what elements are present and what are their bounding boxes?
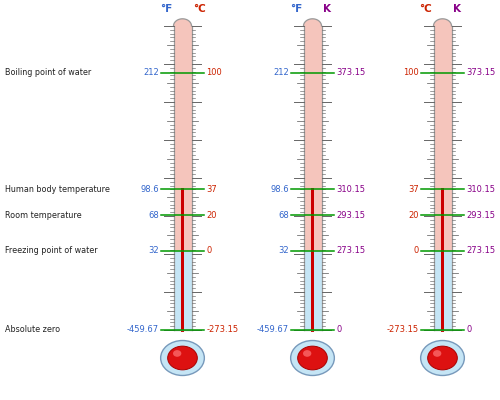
Bar <box>174 251 192 330</box>
Wedge shape <box>174 19 192 26</box>
Text: 68: 68 <box>148 211 159 220</box>
Bar <box>311 188 314 332</box>
Text: 20: 20 <box>206 211 216 220</box>
Wedge shape <box>304 19 322 26</box>
Circle shape <box>298 346 328 370</box>
Text: °F: °F <box>290 4 302 14</box>
Text: 373.15: 373.15 <box>336 68 366 77</box>
Text: K: K <box>323 4 331 14</box>
Circle shape <box>160 340 204 376</box>
Text: 212: 212 <box>273 68 289 77</box>
Text: 273.15: 273.15 <box>336 246 366 255</box>
Bar <box>181 188 184 332</box>
Circle shape <box>420 340 465 376</box>
Text: °C: °C <box>193 4 206 14</box>
Bar <box>304 26 322 251</box>
Text: 212: 212 <box>143 68 159 77</box>
Text: 373.15: 373.15 <box>466 68 496 77</box>
Circle shape <box>303 350 312 357</box>
Text: 0: 0 <box>206 246 212 255</box>
Text: Freezing point of water: Freezing point of water <box>5 246 98 255</box>
Bar <box>434 26 452 251</box>
Text: 98.6: 98.6 <box>270 185 289 194</box>
Text: 32: 32 <box>278 246 289 255</box>
Text: 37: 37 <box>206 185 217 194</box>
Text: -273.15: -273.15 <box>206 326 238 334</box>
Text: Boiling point of water: Boiling point of water <box>5 68 91 77</box>
Bar <box>434 251 452 330</box>
Text: 310.15: 310.15 <box>336 185 365 194</box>
Circle shape <box>433 350 442 357</box>
Text: 0: 0 <box>414 246 419 255</box>
Circle shape <box>290 340 335 376</box>
Text: Human body temperature: Human body temperature <box>5 185 110 194</box>
Text: Room temperature: Room temperature <box>5 211 82 220</box>
Text: Absolute zero: Absolute zero <box>5 326 60 334</box>
Bar <box>174 26 192 251</box>
Circle shape <box>168 346 198 370</box>
Text: 20: 20 <box>408 211 419 220</box>
Text: -459.67: -459.67 <box>256 326 289 334</box>
Text: 0: 0 <box>336 326 342 334</box>
Bar <box>304 251 322 330</box>
Text: 100: 100 <box>206 68 222 77</box>
Text: -459.67: -459.67 <box>126 326 159 334</box>
Bar <box>441 188 444 332</box>
Text: K: K <box>453 4 461 14</box>
Text: 293.15: 293.15 <box>336 211 365 220</box>
Text: 68: 68 <box>278 211 289 220</box>
Text: 273.15: 273.15 <box>466 246 496 255</box>
Text: -273.15: -273.15 <box>386 326 419 334</box>
Wedge shape <box>434 19 452 26</box>
Text: 310.15: 310.15 <box>466 185 495 194</box>
Text: 32: 32 <box>148 246 159 255</box>
Text: 37: 37 <box>408 185 419 194</box>
Text: 98.6: 98.6 <box>140 185 159 194</box>
Text: °F: °F <box>160 4 172 14</box>
Circle shape <box>173 350 182 357</box>
Text: 100: 100 <box>403 68 419 77</box>
Text: 0: 0 <box>466 326 471 334</box>
Circle shape <box>428 346 458 370</box>
Text: 293.15: 293.15 <box>466 211 495 220</box>
Text: °C: °C <box>419 4 432 14</box>
